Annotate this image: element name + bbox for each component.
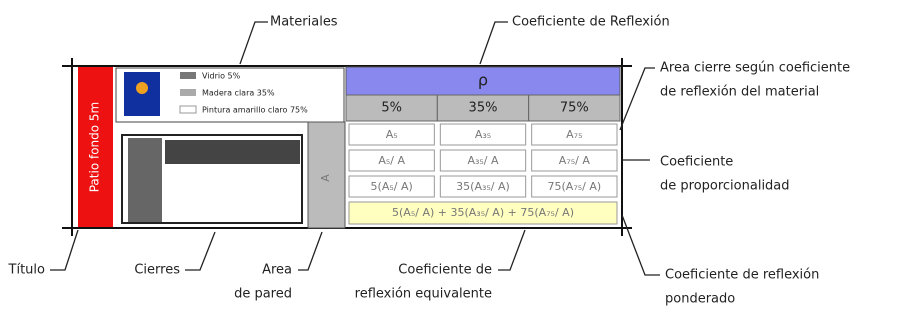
annotation: Título bbox=[8, 263, 46, 278]
legend-entry: Madera clara 35% bbox=[202, 89, 275, 98]
annotation: Coeficiente de bbox=[398, 263, 492, 278]
wall-area: A bbox=[319, 174, 332, 182]
column-header: 35% bbox=[469, 101, 498, 116]
diagram: Patio fondo 5m Vidrio 5% Madera clara 35… bbox=[0, 0, 900, 314]
annotation: Coeficiente bbox=[660, 155, 733, 170]
swatch bbox=[180, 72, 196, 79]
wall-hatch bbox=[165, 140, 300, 164]
title-strip-text: Patio fondo 5m bbox=[88, 102, 102, 193]
cell: 35(A₃₅/ A) bbox=[456, 180, 510, 193]
annotation: ponderado bbox=[665, 292, 735, 307]
cell: A₅/ A bbox=[378, 154, 405, 167]
swatch bbox=[180, 106, 196, 113]
cell: 5(A₅/ A) bbox=[371, 180, 413, 193]
annotation: reflexión equivalente bbox=[355, 287, 492, 302]
legend-icon-dot bbox=[136, 82, 148, 94]
cell: 75(A₇₅/ A) bbox=[548, 180, 602, 193]
annotation: de proporcionalidad bbox=[660, 179, 790, 194]
header: ρ bbox=[478, 71, 488, 90]
cell: A₃₅/ A bbox=[467, 154, 499, 167]
legend-entry: Pintura amarillo claro 75% bbox=[202, 106, 308, 115]
cell: A₃₅ bbox=[475, 128, 491, 141]
column-header: 75% bbox=[560, 101, 589, 116]
annotation: Coeficiente de Reflexión bbox=[512, 15, 670, 30]
annotation: Coeficiente de reflexión bbox=[665, 268, 819, 283]
legend-entry: Vidrio 5% bbox=[202, 72, 241, 81]
swatch bbox=[180, 89, 196, 96]
annotation: Cierres bbox=[134, 263, 180, 278]
total: 5(A₅/ A) + 35(A₃₅/ A) + 75(A₇₅/ A) bbox=[392, 206, 574, 219]
wall-hatch bbox=[128, 138, 162, 222]
cell: A₇₅/ A bbox=[559, 154, 591, 167]
annotation: de reflexión del material bbox=[660, 85, 819, 100]
annotation: Area bbox=[262, 263, 292, 278]
annotation: Materiales bbox=[270, 15, 338, 30]
cell: A₅ bbox=[386, 128, 398, 141]
annotation: Area cierre según coeficiente bbox=[660, 61, 850, 76]
annotation: de pared bbox=[234, 287, 292, 302]
cell: A₇₅ bbox=[566, 128, 582, 141]
column-header: 5% bbox=[381, 101, 402, 116]
